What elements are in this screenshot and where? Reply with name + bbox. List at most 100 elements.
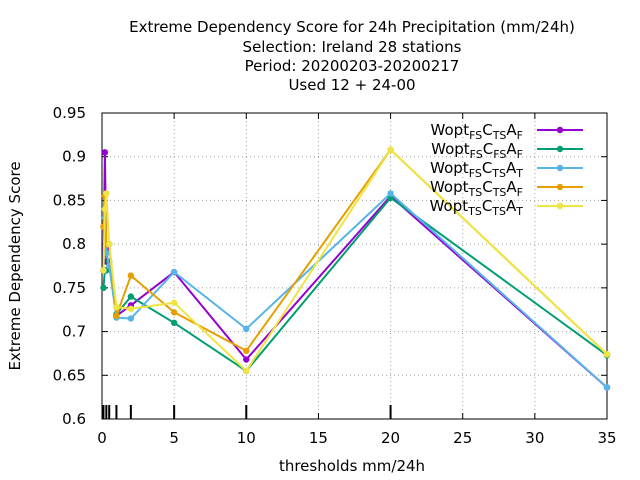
data-point (603, 384, 611, 391)
data-point (100, 284, 107, 292)
legend-label-subscript: F (517, 129, 523, 142)
legend-label: WoptTSCTSAT (430, 197, 524, 218)
x-tick-label: 0 (97, 429, 107, 447)
data-point (101, 149, 109, 156)
legend-label-part: A (506, 121, 517, 139)
legend-label-subscript: TS (492, 186, 507, 199)
legend-label: WoptFSCTSAT (430, 159, 523, 180)
legend-label-subscript: FS (470, 148, 483, 161)
data-point (243, 325, 250, 333)
legend-label-subscript: TS (492, 129, 507, 142)
threshold-marks (102, 405, 392, 419)
data-point (170, 319, 178, 327)
data-point (387, 190, 394, 197)
legend-marker (556, 145, 564, 153)
legend-label: WoptFSCFSAF (431, 140, 523, 161)
data-point (127, 315, 135, 322)
legend-label-subscript: FS (493, 148, 506, 161)
legend-label-subscript: TS (468, 186, 483, 199)
series-line (102, 148, 608, 356)
x-tick-label: 30 (525, 429, 544, 447)
legend-label-subscript: TS (491, 205, 506, 218)
data-point (170, 268, 178, 276)
series-1 (100, 149, 611, 391)
y-tick-label: 0.8 (62, 235, 86, 253)
chart-title-line-1: Extreme Dependency Score for 24h Precipi… (129, 18, 575, 36)
chart-title-line-3: Period: 20200203-20200217 (245, 57, 460, 75)
legend-label-subscript: TS (491, 167, 506, 180)
grid (102, 113, 607, 419)
legend-label-subscript: T (515, 167, 523, 180)
data-point (113, 312, 120, 320)
legend-label-part: A (506, 159, 517, 177)
legend-label-part: A (506, 197, 517, 215)
y-tick-label: 0.7 (62, 323, 86, 341)
y-axis-label: Extreme Dependency Score (6, 161, 24, 370)
legend-marker (556, 202, 564, 210)
series-4 (100, 146, 611, 358)
data-point (113, 303, 120, 311)
data-point (603, 351, 611, 358)
x-tick-label: 20 (381, 429, 400, 447)
data-point (100, 267, 107, 274)
series-5 (100, 146, 611, 375)
legend-marker (556, 126, 564, 134)
data-point (106, 240, 113, 248)
data-point (243, 347, 250, 355)
x-tick-labels: 0 5 10 15 20 25 30 35 (97, 429, 616, 447)
axis-ticks (101, 112, 608, 420)
series-line (102, 148, 608, 372)
legend: WoptFSCTSAFWoptFSCFSAFWoptFSCTSATWoptTSC… (430, 121, 583, 218)
legend-label-part: Wopt (430, 159, 469, 177)
legend-label-subscript: FS (469, 167, 482, 180)
legend-label-part: Wopt (430, 178, 469, 196)
series-3 (100, 190, 611, 391)
legend-marker (556, 164, 564, 172)
legend-label-subscript: T (515, 205, 523, 218)
legend-label-part: Wopt (431, 140, 470, 158)
data-point (170, 299, 178, 306)
chart-title: Extreme Dependency Score for 24h Precipi… (129, 18, 575, 94)
data-point (243, 356, 250, 363)
data-point (387, 146, 394, 153)
data-point (127, 293, 135, 300)
x-tick-label: 35 (597, 429, 616, 447)
series (100, 146, 611, 391)
legend-label-part: A (506, 140, 517, 158)
y-tick-label: 0.95 (53, 104, 86, 122)
data-point (101, 205, 109, 213)
legend-label-part: C (482, 178, 492, 196)
data-point (170, 309, 178, 316)
legend-label-subscript: F (517, 148, 523, 161)
series-line (102, 151, 608, 389)
legend-marker (556, 183, 564, 191)
legend-label-subscript: TS (467, 205, 482, 218)
legend-label-part: C (482, 197, 492, 215)
legend-label-part: A (506, 178, 517, 196)
legend-label: WoptFSCTSAF (431, 121, 523, 142)
x-tick-label: 15 (309, 429, 328, 447)
x-tick-label: 10 (237, 429, 256, 447)
legend-label-part: Wopt (430, 197, 469, 215)
x-tick-label: 5 (169, 429, 179, 447)
x-tick-label: 25 (453, 429, 472, 447)
data-point (243, 367, 250, 375)
legend-label: WoptTSCTSAF (430, 178, 523, 199)
y-tick-label: 0.75 (53, 279, 86, 297)
series-line (102, 192, 608, 389)
plot-frame (101, 112, 608, 420)
legend-label-subscript: FS (469, 129, 482, 142)
y-tick-label: 0.9 (62, 148, 86, 166)
legend-label-part: C (483, 140, 493, 158)
legend-label-part: Wopt (431, 121, 470, 139)
y-tick-label: 0.65 (53, 366, 86, 384)
series-line (102, 196, 608, 372)
legend-label-part: C (482, 121, 492, 139)
chart-title-line-2: Selection: Ireland 28 stations (243, 38, 462, 56)
data-point (127, 305, 135, 313)
chart-title-line-4: Used 12 + 24-00 (288, 76, 415, 94)
y-tick-labels: 0.6 0.65 0.7 0.75 0.8 0.85 0.9 0.95 (53, 104, 86, 428)
y-tick-label: 0.6 (62, 410, 86, 428)
legend-label-part: C (482, 159, 492, 177)
